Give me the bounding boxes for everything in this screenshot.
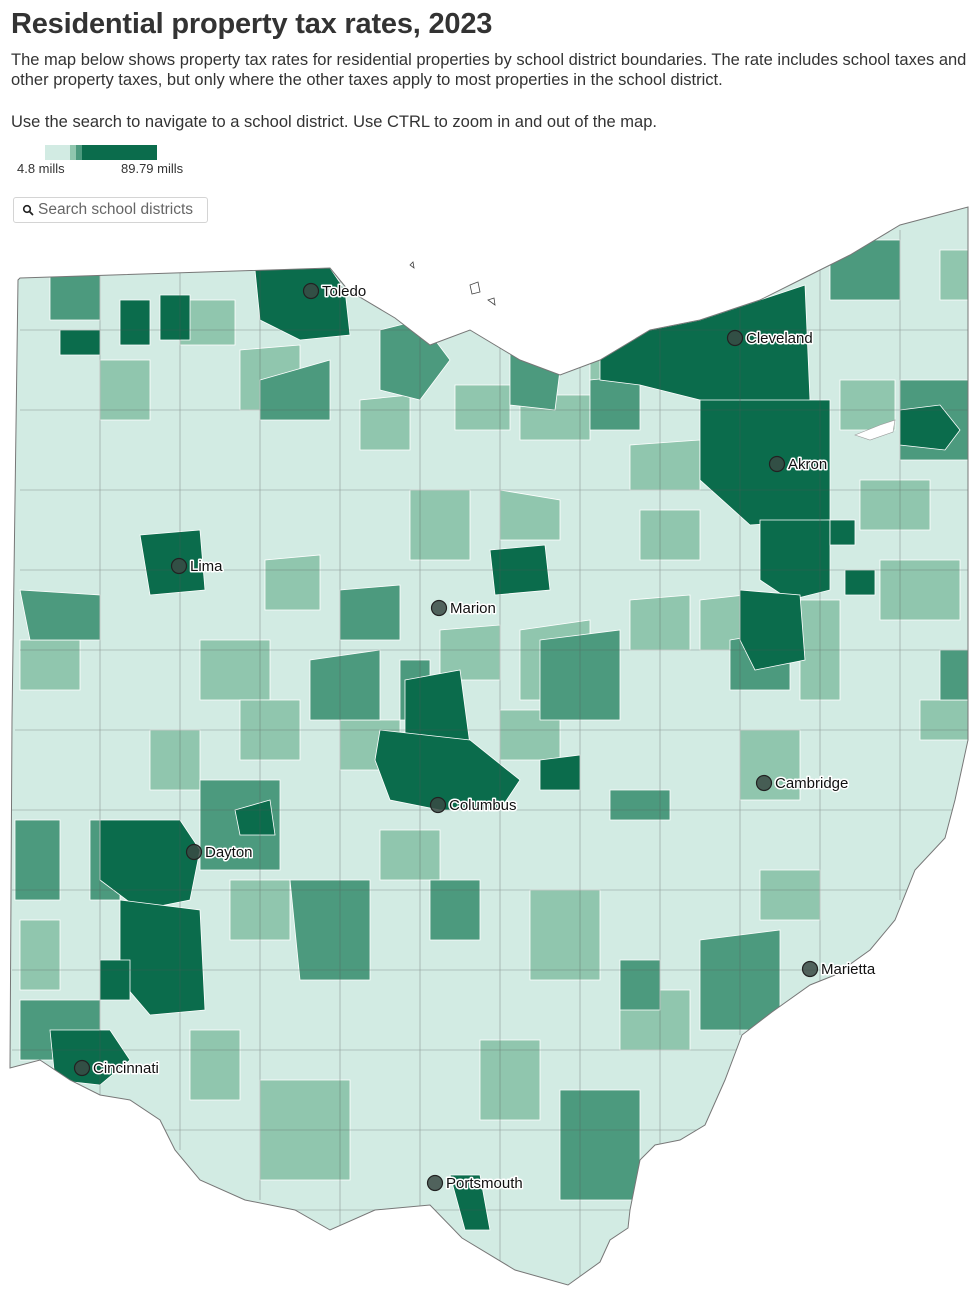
city-marker-cincinnati — [73, 1059, 91, 1077]
city-label-cincinnati: Cincinnati — [93, 1060, 159, 1077]
city-dayton: Dayton — [185, 843, 254, 863]
city-lima: Lima — [170, 557, 225, 577]
map-description: The map below shows property tax rates f… — [11, 51, 967, 89]
legend-swatch-high — [82, 145, 157, 160]
legend-color-bar — [45, 145, 157, 160]
city-marker-marion — [430, 599, 448, 617]
city-cincinnati: Cincinnati — [73, 1059, 160, 1079]
lake-feature — [854, 419, 896, 441]
city-cambridge: Cambridge — [755, 774, 850, 794]
city-marker-cambridge — [755, 774, 773, 792]
city-portsmouth: Portsmouth — [426, 1174, 524, 1194]
state-outline — [9, 206, 969, 1286]
city-marker-columbus — [429, 796, 447, 814]
city-cleveland: Cleveland — [726, 329, 814, 349]
city-marion: Marion — [430, 599, 497, 619]
search-box[interactable] — [13, 197, 208, 223]
legend-swatch-mid-high — [76, 145, 82, 160]
city-toledo: Toledo — [302, 282, 368, 302]
city-marker-lima — [170, 557, 188, 575]
city-label-cambridge: Cambridge — [775, 775, 848, 792]
city-marker-dayton — [185, 843, 203, 861]
ohio-district-map[interactable]: Toledo Cleveland Akron Lima Marion Columbus Ca… — [0, 200, 980, 1289]
legend-swatch-low — [45, 145, 70, 160]
city-marietta: Marietta — [801, 960, 877, 980]
search-icon — [22, 204, 34, 216]
district-layer — [10, 207, 968, 1285]
city-label-akron: Akron — [788, 456, 827, 473]
page-title: Residential property tax rates, 2023 — [11, 8, 493, 40]
city-marker-cleveland — [726, 329, 744, 347]
legend-max-label: 89.79 mills — [121, 161, 184, 176]
color-legend: 4.8 mills 89.79 mills — [16, 145, 216, 181]
legend-swatch-mid-low — [70, 145, 76, 160]
city-label-columbus: Columbus — [449, 797, 517, 814]
city-label-marietta: Marietta — [821, 961, 876, 978]
city-label-lima: Lima — [190, 558, 223, 575]
map-instructions: Use the search to navigate to a school d… — [11, 113, 657, 131]
city-akron: Akron — [768, 455, 829, 475]
city-marker-akron — [768, 455, 786, 473]
search-input[interactable] — [38, 200, 206, 220]
lake-islands — [409, 261, 496, 306]
city-marker-portsmouth — [426, 1174, 444, 1192]
legend-min-label: 4.8 mills — [17, 161, 65, 176]
city-label-toledo: Toledo — [322, 283, 366, 300]
city-markers: Toledo Cleveland Akron Lima Marion Columbus Ca… — [73, 282, 877, 1194]
city-label-marion: Marion — [450, 600, 496, 617]
city-columbus: Columbus — [429, 796, 518, 816]
city-marker-marietta — [801, 960, 819, 978]
mid-low-districts — [19, 249, 968, 1181]
city-label-portsmouth: Portsmouth — [446, 1175, 523, 1192]
city-label-cleveland: Cleveland — [746, 330, 813, 347]
city-label-dayton: Dayton — [205, 844, 253, 861]
city-marker-toledo — [302, 282, 320, 300]
high-districts — [49, 267, 961, 1231]
